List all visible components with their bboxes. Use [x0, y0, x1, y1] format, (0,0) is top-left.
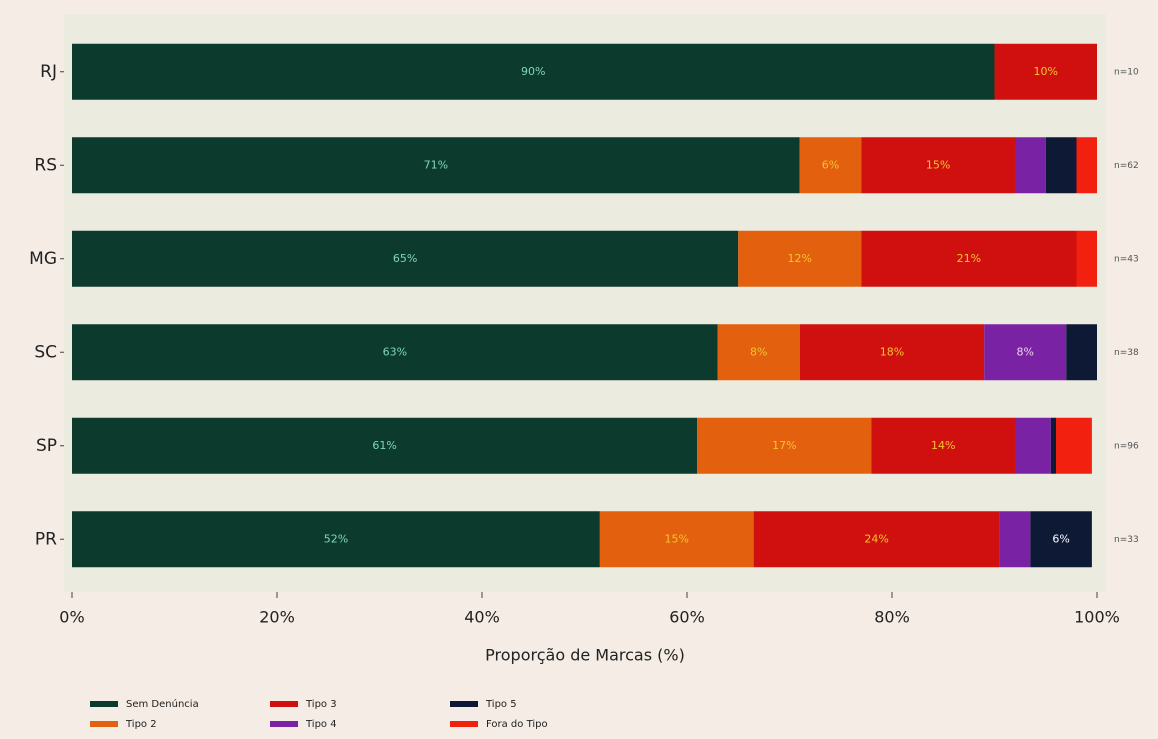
legend-swatch	[270, 701, 298, 707]
bar-segment	[1050, 417, 1056, 474]
legend-label: Tipo 4	[305, 719, 337, 730]
bar-segment	[1015, 417, 1051, 474]
bar-segment	[861, 230, 1077, 287]
bar-segment	[599, 511, 754, 568]
legend-swatch	[450, 701, 478, 707]
x-axis-label: Proporção de Marcas (%)	[485, 646, 685, 665]
bar-segment	[738, 230, 862, 287]
legend-label: Tipo 5	[485, 699, 517, 710]
x-tick-label: 80%	[874, 608, 910, 627]
legend-swatch	[90, 701, 118, 707]
value-label: 8%	[1017, 345, 1034, 358]
value-label: 24%	[864, 532, 888, 545]
bar-segment	[1056, 417, 1092, 474]
x-tick-label: 0%	[59, 608, 84, 627]
bar-segment	[72, 324, 718, 381]
value-label: 15%	[926, 158, 950, 171]
value-label: 12%	[788, 252, 812, 265]
bar-segment	[1030, 511, 1092, 568]
y-tick-label: PR	[35, 529, 57, 549]
sample-size: n=96	[1114, 441, 1139, 451]
bar-segment	[994, 43, 1097, 100]
y-tick-label: RJ	[40, 62, 57, 82]
value-label: 6%	[1052, 532, 1069, 545]
bar-segment	[72, 137, 800, 194]
value-label: 15%	[665, 532, 689, 545]
sample-size: n=33	[1114, 535, 1139, 545]
value-label: 6%	[822, 158, 839, 171]
x-tick-label: 40%	[464, 608, 500, 627]
legend-label: Fora do Tipo	[486, 719, 548, 730]
sample-size: n=62	[1114, 161, 1139, 171]
value-label: 8%	[750, 345, 767, 358]
sample-size: n=10	[1114, 67, 1139, 77]
legend-swatch	[450, 721, 478, 727]
value-label: 65%	[393, 252, 417, 265]
value-label: 63%	[383, 345, 407, 358]
value-label: 71%	[424, 158, 448, 171]
bar-segment	[1066, 324, 1097, 381]
bar-segment	[1015, 137, 1046, 194]
x-tick-label: 60%	[669, 608, 705, 627]
value-label: 61%	[372, 439, 396, 452]
legend-swatch	[270, 721, 298, 727]
bar-segment	[1045, 137, 1077, 194]
bar-segment	[1076, 137, 1097, 194]
legend-label: Tipo 2	[125, 719, 157, 730]
bar-segment	[753, 511, 1000, 568]
value-label: 90%	[521, 65, 545, 78]
x-tick-label: 20%	[259, 608, 295, 627]
bar-segment	[72, 43, 995, 100]
bar-segment	[984, 324, 1067, 381]
bar-segment	[717, 324, 800, 381]
y-tick-label: SP	[36, 436, 57, 456]
value-label: 14%	[931, 439, 955, 452]
legend-label: Sem Denúncia	[126, 698, 199, 710]
bar-segment	[72, 230, 739, 287]
legend-swatch	[90, 721, 118, 727]
bar-segment	[72, 511, 600, 568]
bar-segment	[799, 324, 985, 381]
bar-segment	[1076, 230, 1097, 287]
plot-area	[64, 14, 1106, 592]
bar-segment	[697, 417, 872, 474]
x-tick-label: 100%	[1074, 608, 1120, 627]
y-tick-label: RS	[34, 155, 57, 175]
y-tick-label: MG	[29, 249, 57, 269]
bar-segment	[861, 137, 1015, 194]
legend-label: Tipo 3	[305, 699, 337, 710]
bar-segment	[999, 511, 1031, 568]
value-label: 21%	[957, 252, 981, 265]
sample-size: n=43	[1114, 254, 1139, 264]
bar-segment	[799, 137, 862, 194]
sample-size: n=38	[1114, 348, 1139, 358]
value-label: 52%	[324, 532, 348, 545]
value-label: 10%	[1034, 65, 1058, 78]
bar-segment	[72, 417, 698, 474]
bar-segment	[871, 417, 1015, 474]
value-label: 18%	[880, 345, 904, 358]
value-label: 17%	[772, 439, 796, 452]
y-tick-label: SC	[34, 342, 57, 362]
